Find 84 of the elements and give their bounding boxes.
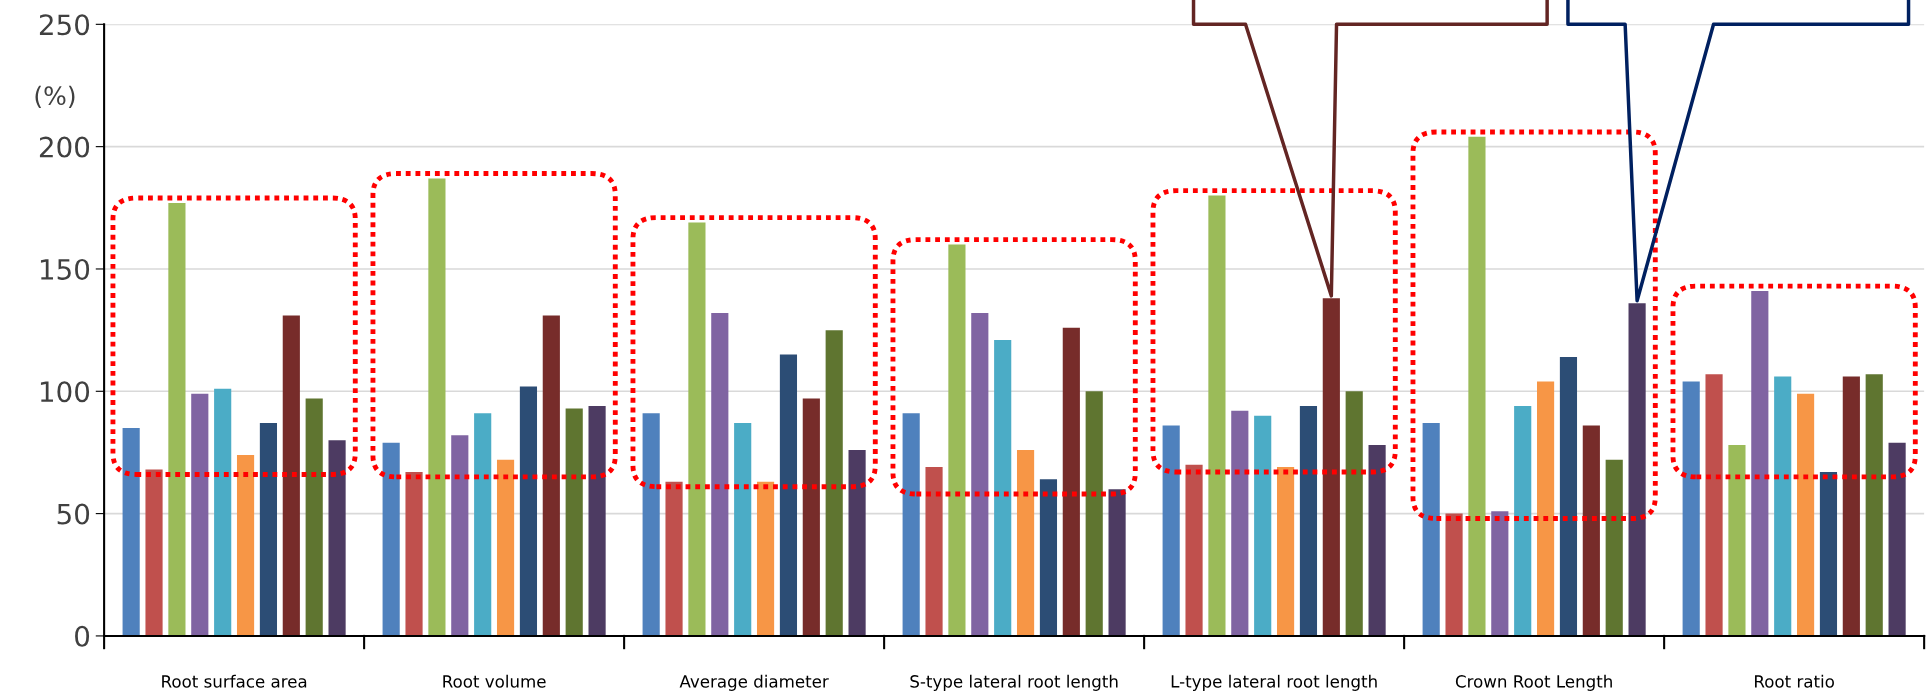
bar: [1016, 450, 1035, 636]
bar: [1514, 405, 1532, 636]
bar: [971, 313, 989, 636]
x-tick-label: S-type lateral root length: [910, 674, 1118, 691]
bar: [1842, 376, 1860, 636]
x-tick-label: Root surface area: [162, 674, 307, 688]
bar: [665, 481, 683, 636]
bar: [1797, 393, 1815, 636]
x-tick-label: Average diameter: [679, 674, 829, 691]
bar: [1628, 303, 1646, 636]
bar: [1468, 136, 1486, 636]
bar: [328, 440, 346, 636]
y-axis-title: (%): [35, 85, 75, 109]
bar: [588, 405, 606, 636]
bar: [994, 339, 1012, 636]
x-tick-label: Crown Root Length: [1455, 674, 1612, 691]
bar: [1208, 195, 1226, 636]
bar: [642, 413, 660, 636]
bar: [779, 354, 798, 636]
bar: [848, 450, 866, 636]
bar: [428, 178, 446, 636]
bar: [902, 413, 920, 636]
y-tick-label: 250: [39, 14, 90, 36]
bar: [405, 472, 423, 636]
y-tick-label: 150: [40, 258, 90, 280]
bar: [688, 222, 706, 636]
bar: [519, 386, 538, 636]
bar: [282, 315, 300, 636]
bar: [948, 244, 966, 636]
bar: [756, 481, 775, 636]
bar: [711, 313, 729, 636]
bar: [1605, 459, 1623, 636]
bar: [1865, 374, 1883, 636]
y-tick-label: 0: [75, 625, 90, 647]
bar: [191, 393, 209, 636]
bar: [1085, 391, 1103, 636]
bar: [1582, 425, 1600, 636]
y-tick-label: 200: [39, 136, 90, 158]
bar: [145, 469, 163, 636]
bar: [925, 467, 943, 636]
bar: [236, 454, 255, 636]
bar: [1185, 464, 1203, 636]
bar: [825, 330, 843, 636]
bar: [259, 423, 278, 636]
bar: [1491, 511, 1509, 636]
x-tick-label: L-type lateral root length: [1171, 674, 1377, 691]
bar: [1682, 381, 1700, 636]
bar: [1108, 489, 1126, 636]
bar: [214, 388, 232, 636]
bar: [1368, 445, 1386, 636]
bar: [1751, 290, 1769, 636]
bar: [1062, 327, 1080, 636]
bar: [1819, 472, 1838, 636]
bar: [802, 398, 820, 636]
bar: [1705, 374, 1723, 636]
bar: [1231, 410, 1249, 636]
bar: [1039, 479, 1058, 636]
bar: [565, 408, 583, 636]
bar: [474, 413, 492, 636]
bar: [168, 202, 186, 636]
bar: [1162, 425, 1180, 636]
y-tick-label: 50: [57, 503, 90, 525]
bar: [305, 398, 323, 636]
bar: [1445, 513, 1463, 636]
bar: [122, 427, 140, 636]
bar: [451, 435, 469, 636]
bar: [1299, 405, 1318, 636]
bar: [542, 315, 560, 636]
bar: [382, 442, 400, 636]
bar: [1888, 442, 1906, 636]
x-tick-label: Root volume: [443, 674, 546, 688]
bar: [1322, 298, 1340, 636]
bar: [1559, 357, 1578, 636]
bar: [1345, 391, 1363, 636]
bar: [496, 459, 515, 636]
bar: [1728, 445, 1746, 636]
bar: [1774, 376, 1792, 636]
y-tick-label: 100: [40, 381, 90, 403]
bar: [1276, 467, 1295, 636]
bar: [1537, 381, 1555, 636]
bar: [1254, 415, 1272, 636]
bar: [1422, 423, 1440, 636]
bar: [734, 423, 752, 636]
x-tick-label: Root ratio: [1755, 674, 1834, 688]
